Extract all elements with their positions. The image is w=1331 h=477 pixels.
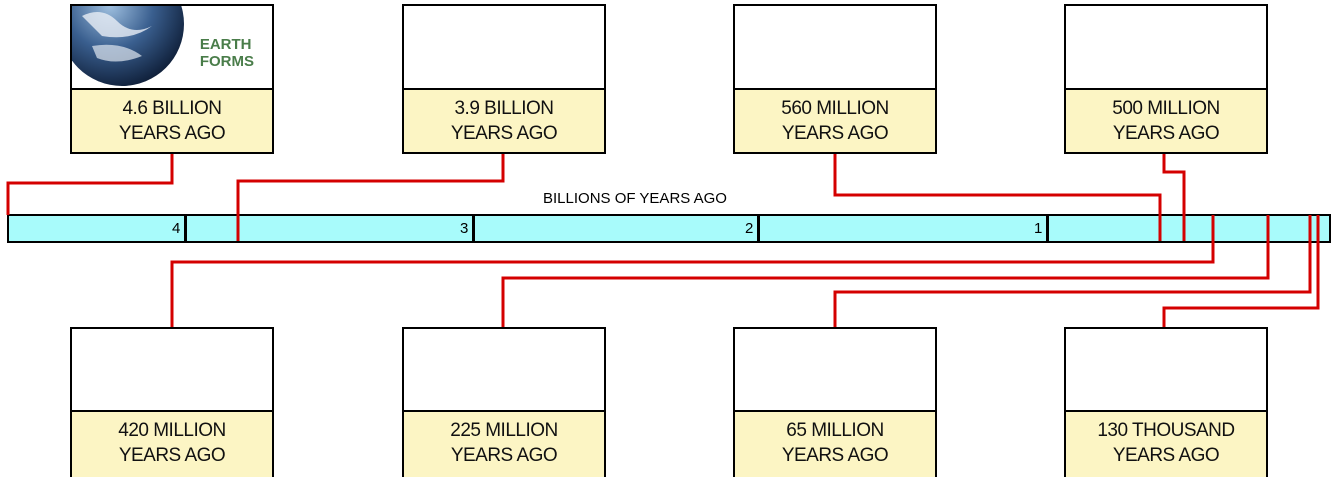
connector: [835, 215, 1310, 328]
card-image: [1066, 6, 1266, 90]
connector: [172, 215, 1213, 328]
card-image: [404, 6, 604, 90]
caption-line: FORMS: [200, 53, 254, 70]
tick-label: 3: [460, 220, 468, 237]
label-line: 4.6 BILLION: [72, 96, 272, 121]
tick-label: 4: [172, 220, 180, 237]
tick-divider: [472, 214, 475, 243]
card-image: [1066, 329, 1266, 412]
card-image: [735, 329, 935, 412]
timeline-diagram: BILLIONS OF YEARS AGO 4321EARTHFORMS4.6 …: [0, 0, 1331, 477]
card-image: [404, 329, 604, 412]
card-image: [735, 6, 935, 90]
label-line: 3.9 BILLION: [404, 96, 604, 121]
label-line: 500 MILLION: [1066, 96, 1266, 121]
label-line: YEARS AGO: [404, 443, 604, 468]
connector: [1164, 150, 1184, 241]
label-line: YEARS AGO: [72, 121, 272, 146]
label-line: YEARS AGO: [72, 443, 272, 468]
card-image: [72, 329, 272, 412]
label-line: 560 MILLION: [735, 96, 935, 121]
label-line: YEARS AGO: [404, 121, 604, 146]
caption-line: EARTH: [200, 36, 254, 53]
tick-label: 1: [1034, 220, 1042, 237]
label-line: YEARS AGO: [735, 443, 935, 468]
connector: [835, 150, 1160, 241]
label-line: 65 MILLION: [735, 418, 935, 443]
label-line: 130 THOUSAND: [1066, 418, 1266, 443]
label-line: 420 MILLION: [72, 418, 272, 443]
tick-divider: [184, 214, 187, 243]
label-line: YEARS AGO: [1066, 443, 1266, 468]
label-line: 225 MILLION: [404, 418, 604, 443]
connector: [8, 150, 172, 215]
connector: [503, 215, 1268, 328]
tick-divider: [1046, 214, 1049, 243]
connector: [1164, 215, 1318, 328]
tick-label: 2: [745, 220, 753, 237]
tick-divider: [757, 214, 760, 243]
label-line: YEARS AGO: [735, 121, 935, 146]
label-line: YEARS AGO: [1066, 121, 1266, 146]
